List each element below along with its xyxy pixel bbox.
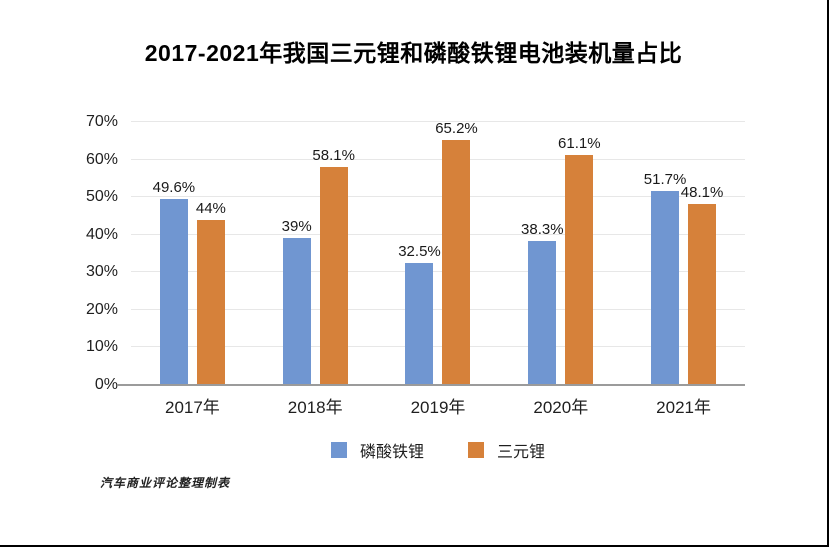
- bar-group-2018年: 39% 58.1%: [254, 122, 377, 385]
- bar-三元锂-2020年: 61.1%: [558, 135, 601, 385]
- bar-磷酸铁锂-2020年: 38.3%: [521, 221, 564, 385]
- y-tick-label: 70%: [85, 113, 118, 130]
- bar-磷酸铁锂-2017年: 49.6%: [153, 179, 195, 385]
- bar: [528, 241, 557, 385]
- bar-value-label: 65.2%: [435, 120, 478, 138]
- legend-swatch-icon: [330, 442, 347, 458]
- y-tick-label: 10%: [85, 338, 118, 356]
- legend: 磷酸铁锂 三元锂: [131, 438, 745, 462]
- bar: [319, 166, 348, 385]
- bar-磷酸铁锂-2019年: 32.5%: [398, 243, 441, 385]
- bar-三元锂-2019年: 65.2%: [435, 120, 478, 385]
- legend-item-磷酸铁锂: 磷酸铁锂: [330, 438, 424, 462]
- legend-label: 磷酸铁锂: [359, 444, 424, 461]
- x-axis-tick-labels: 2017年 2018年 2019年 2020年 2021年: [131, 393, 745, 418]
- bar: [159, 198, 188, 385]
- source-note: 汽车商业评论整理制表: [100, 476, 231, 490]
- bar: [442, 140, 471, 385]
- x-tick-label: 2019年: [410, 398, 466, 417]
- bar: [196, 219, 225, 385]
- y-tick-label: 40%: [85, 225, 118, 243]
- bar-value-label: 58.1%: [312, 146, 355, 164]
- chart-title: 2017-2021年我国三元锂和磷酸铁锂电池装机量占比: [144, 40, 683, 66]
- gridline-50%: [131, 196, 745, 198]
- legend-label: 三元锂: [497, 444, 546, 461]
- bar: [405, 262, 434, 385]
- bar-value-label: 39%: [281, 218, 312, 236]
- bar: [688, 204, 717, 385]
- y-tick-label: 60%: [85, 150, 118, 168]
- bar-磷酸铁锂-2021年: 51.7%: [644, 171, 686, 385]
- bar-group-2020年: 38.3% 61.1%: [499, 122, 622, 385]
- bar-groups: 49.6% 44% 39% 58.1% 32.5% 65.2% 38.3% 61.1% 51.7…: [131, 120, 745, 385]
- y-tick-label: 0%: [94, 376, 118, 393]
- plot-area: 49.6% 44% 39% 58.1% 32.5% 65.2% 38.3% 61.1% 51.7…: [117, 120, 745, 386]
- legend-item-三元锂: 三元锂: [468, 438, 545, 462]
- gridline-40%: [131, 233, 745, 235]
- y-tick-label: 20%: [85, 300, 118, 318]
- bar-value-label: 38.3%: [521, 221, 564, 239]
- x-tick-label: 2021年: [656, 398, 711, 417]
- bar-group-2017年: 49.6% 44%: [131, 122, 254, 385]
- bar-value-label: 48.1%: [680, 184, 724, 202]
- gridline-20%: [131, 308, 745, 310]
- bar: [565, 155, 594, 385]
- gridline-70%: [131, 121, 745, 122]
- y-tick-label: 50%: [85, 188, 118, 206]
- x-tick-label: 2018年: [287, 398, 343, 417]
- gridline-60%: [131, 158, 745, 160]
- bar: [651, 190, 680, 385]
- bar-value-label: 44%: [195, 199, 226, 217]
- bar-value-label: 32.5%: [398, 242, 441, 260]
- x-tick-label: 2017年: [164, 398, 220, 417]
- bar-value-label: 49.6%: [152, 178, 196, 196]
- bar-三元锂-2021年: 48.1%: [681, 184, 723, 385]
- bar-group-2019年: 32.5% 65.2%: [377, 120, 500, 385]
- x-tick-label: 2020年: [533, 398, 589, 417]
- bar-三元锂-2018年: 58.1%: [312, 147, 355, 385]
- legend-swatch-icon: [468, 442, 484, 458]
- gridline-10%: [131, 346, 745, 348]
- bar: [282, 238, 311, 385]
- bar-value-label: 51.7%: [643, 170, 687, 188]
- bar-value-label: 61.1%: [558, 135, 601, 153]
- bar-三元锂-2017年: 44%: [196, 200, 226, 385]
- gridline-30%: [131, 271, 745, 273]
- bar-group-2021年: 51.7% 48.1%: [622, 122, 745, 385]
- bar-磷酸铁锂-2018年: 39%: [282, 218, 312, 385]
- x-axis-line: [117, 384, 745, 386]
- y-tick-label: 30%: [85, 263, 118, 281]
- y-axis-tick-labels: 0% 10% 20% 30% 40% 50% 60% 70%: [58, 113, 118, 393]
